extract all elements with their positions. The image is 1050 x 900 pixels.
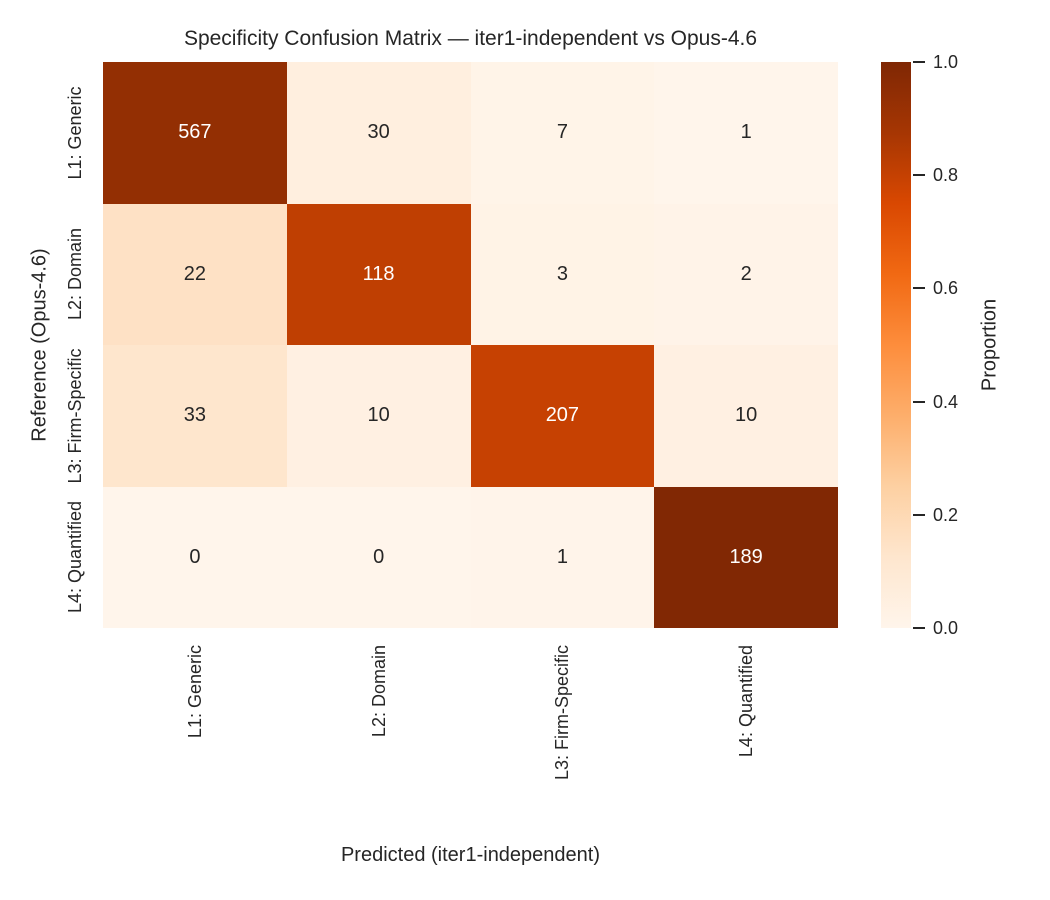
- heatmap-cell-r2c1: 10: [286, 345, 471, 487]
- heatmap-cell-r3c3: 189: [654, 486, 838, 628]
- y-tick-label-0: L1: Generic: [65, 86, 85, 180]
- colorbar-tick-mark-5: [913, 61, 925, 63]
- colorbar-tick-label-0: 0.0: [933, 618, 959, 638]
- heatmap-cell-r1c1: 118: [286, 203, 471, 345]
- colorbar-tick-label-2: 0.4: [933, 391, 959, 412]
- colorbar-tick-label-3: 0.6: [933, 278, 959, 299]
- x-tick-label-1: L2: Domain: [368, 645, 389, 738]
- colorbar-tick-mark-4: [913, 174, 925, 177]
- colorbar-tick-mark-2: [913, 400, 925, 403]
- heatmap-cell-r1c3: 2: [654, 203, 838, 345]
- colorbar-tick-mark-1: [913, 513, 925, 516]
- chart-title: Specificity Confusion Matrix — iter1-ind…: [183, 27, 758, 50]
- x-tick-label-0: L1: Generic: [184, 645, 205, 739]
- heatmap-cell-r0c0: 567: [103, 62, 287, 204]
- x-tick-label-3: L4: Quantified: [736, 645, 757, 758]
- x-axis-label: Predicted (iter1-independent): [340, 844, 601, 866]
- heatmap-cell-r0c3: 1: [654, 62, 838, 204]
- x-tick-label-2: L3: Firm-Specific: [552, 645, 573, 781]
- y-axis-label: Reference (Opus-4.6): [28, 248, 51, 442]
- heatmap-cell-r1c0: 22: [103, 203, 287, 345]
- colorbar: [881, 62, 911, 628]
- colorbar-tick-label-5: 1.0: [933, 52, 959, 72]
- heatmap-cell-r3c0: 0: [103, 486, 287, 628]
- heatmap-cell-r2c0: 33: [103, 345, 287, 487]
- heatmap-cell-r1c2: 3: [470, 203, 655, 345]
- heatmap-grid: 567 30 7 1 22 118 3 2 33 10 207 10 0 0 1 189: [103, 62, 838, 628]
- colorbar-tick-mark-0: [913, 627, 925, 629]
- heatmap-cell-r2c2: 207: [470, 345, 655, 487]
- y-tick-label-2: L3: Firm-Specific: [65, 348, 85, 484]
- y-tick-label-3: L4: Quantified: [65, 501, 85, 614]
- colorbar-label: Proportion: [978, 298, 1001, 392]
- colorbar-tick-label-1: 0.2: [933, 504, 959, 525]
- heatmap-cell-r3c1: 0: [286, 486, 471, 628]
- heatmap-cell-r0c1: 30: [286, 62, 471, 204]
- heatmap-cell-r3c2: 1: [470, 486, 655, 628]
- y-tick-label-1: L2: Domain: [65, 228, 85, 321]
- colorbar-tick-label-4: 0.8: [933, 165, 959, 186]
- colorbar-tick-mark-3: [913, 287, 925, 290]
- heatmap-cell-r0c2: 7: [470, 62, 655, 204]
- heatmap-cell-r2c3: 10: [654, 345, 838, 487]
